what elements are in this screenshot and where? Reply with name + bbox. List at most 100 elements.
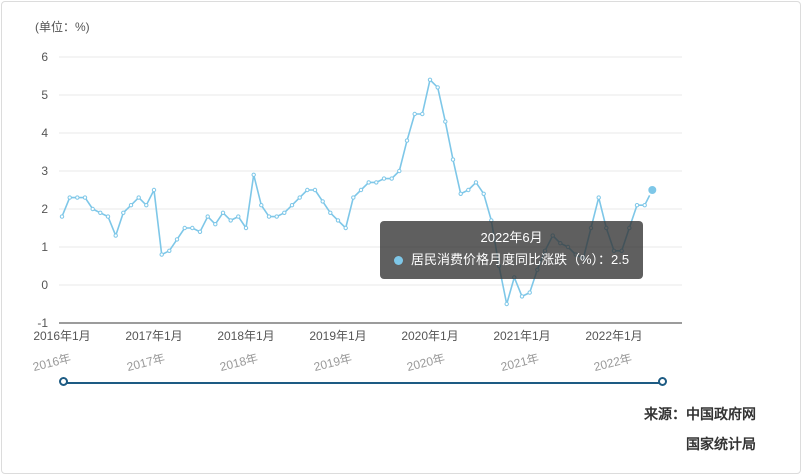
data-point[interactable]: [358, 187, 364, 193]
data-point[interactable]: [320, 199, 325, 204]
data-point[interactable]: [266, 214, 272, 219]
data-point[interactable]: [121, 210, 126, 216]
timeline-year-label: 2016年: [31, 351, 73, 375]
y-axis-unit-label: (单位：%): [35, 20, 90, 34]
data-point[interactable]: [312, 187, 318, 193]
timeline-slider: 2016年 2017年 2018年 2019年 2020年 2021年 2022年: [2, 351, 800, 404]
data-point[interactable]: [98, 210, 103, 216]
data-point[interactable]: [642, 203, 647, 208]
data-point[interactable]: [113, 233, 118, 238]
data-point[interactable]: [282, 210, 287, 216]
data-point[interactable]: [251, 172, 256, 178]
tooltip-title: 2022年6月: [480, 230, 543, 245]
timeline-handle-start[interactable]: [59, 377, 68, 386]
data-point[interactable]: [151, 187, 157, 193]
data-point[interactable]: [205, 214, 210, 219]
series-marker-icon: [394, 255, 403, 265]
timeline-year-label: 2019年: [311, 351, 353, 375]
x-tick-label: 2020年1月: [401, 329, 458, 343]
data-point[interactable]: [128, 203, 134, 208]
data-point[interactable]: [412, 111, 417, 117]
data-point[interactable]: [381, 176, 387, 181]
data-point[interactable]: [197, 229, 203, 235]
timeline-track[interactable]: [64, 382, 663, 384]
y-tick-label: 4: [41, 126, 48, 140]
data-point[interactable]: [182, 225, 187, 231]
y-tick-label: 2: [41, 202, 48, 216]
x-tick-label: 2019年1月: [309, 329, 366, 343]
data-point[interactable]: [596, 195, 601, 200]
timeline-year-label: 2022年: [592, 351, 634, 375]
data-point[interactable]: [67, 195, 72, 200]
data-point[interactable]: [174, 237, 180, 242]
data-point[interactable]: [144, 203, 149, 208]
timeline-year-label: 2018年: [218, 351, 260, 375]
y-tick-label: 0: [41, 278, 48, 292]
source-line-2: 国家统计局: [686, 435, 756, 452]
x-tick-label: 2018年1月: [217, 329, 274, 343]
tooltip-series-row: 居民消费价格月度同比涨跌（%）：2.5: [394, 250, 629, 270]
data-point[interactable]: [443, 119, 448, 124]
y-tick-label: 5: [41, 88, 48, 102]
data-point[interactable]: [75, 195, 80, 200]
data-point[interactable]: [82, 195, 88, 200]
data-point[interactable]: [343, 225, 348, 231]
data-point[interactable]: [634, 203, 640, 208]
x-tick-label: 2021年1月: [493, 329, 550, 343]
data-point[interactable]: [404, 138, 410, 143]
x-tick-label: 2016年1月: [33, 329, 90, 343]
data-point[interactable]: [504, 301, 509, 307]
data-point[interactable]: [90, 206, 95, 212]
data-point[interactable]: [297, 195, 302, 200]
data-point[interactable]: [481, 191, 486, 197]
x-tick-label: 2022年1月: [585, 329, 642, 343]
source-attribution: 来源：中国政府网 国家统计局: [644, 400, 756, 459]
data-point[interactable]: [159, 252, 164, 257]
data-point[interactable]: [243, 225, 249, 231]
y-tick-label: 3: [41, 164, 48, 178]
data-point[interactable]: [136, 195, 141, 200]
data-point[interactable]: [228, 218, 233, 223]
data-point[interactable]: [450, 157, 456, 162]
y-tick-label: 6: [41, 50, 48, 64]
data-point[interactable]: [397, 168, 402, 174]
timeline-year-label: 2017年: [124, 351, 166, 375]
y-tick-label: -1: [37, 316, 48, 330]
timeline-handle-end[interactable]: [658, 377, 667, 386]
x-tick-label: 2017年1月: [125, 329, 182, 343]
timeline-year-label: 2020年: [405, 351, 447, 375]
data-point[interactable]: [351, 195, 356, 200]
data-point[interactable]: [190, 225, 195, 231]
source-line-1: 来源：中国政府网: [644, 406, 756, 423]
data-point[interactable]: [328, 210, 333, 216]
data-point[interactable]: [420, 111, 425, 117]
data-point[interactable]: [389, 176, 394, 181]
data-point[interactable]: [236, 214, 241, 219]
y-tick-label: 1: [41, 240, 48, 254]
data-point[interactable]: [435, 85, 440, 90]
highlighted-data-point[interactable]: [646, 184, 659, 196]
data-point[interactable]: [427, 77, 433, 83]
timeline-year-label: 2021年: [498, 351, 540, 375]
data-point[interactable]: [527, 290, 532, 295]
data-point[interactable]: [374, 180, 379, 185]
data-point[interactable]: [458, 191, 463, 197]
chart-tooltip: 2022年6月 居民消费价格月度同比涨跌（%）：2.5: [380, 221, 644, 280]
data-point[interactable]: [167, 248, 172, 254]
data-point[interactable]: [220, 210, 226, 216]
data-point[interactable]: [213, 222, 218, 227]
data-point[interactable]: [473, 180, 479, 185]
data-point[interactable]: [274, 214, 279, 219]
data-point[interactable]: [335, 218, 341, 223]
tooltip-series-text: 居民消费价格月度同比涨跌（%）：2.5: [411, 252, 630, 268]
data-point[interactable]: [305, 187, 310, 193]
data-point[interactable]: [105, 214, 111, 219]
data-point[interactable]: [366, 180, 371, 185]
cpi-line-chart[interactable]: -1 0 1 2 3 4 5 6 2016年1月 2017年1月 2018年1月 2019年1月 202…: [2, 2, 801, 347]
data-point[interactable]: [519, 294, 525, 299]
data-point[interactable]: [259, 203, 264, 208]
data-point[interactable]: [59, 214, 65, 219]
data-point[interactable]: [289, 203, 295, 208]
data-point[interactable]: [466, 187, 471, 193]
